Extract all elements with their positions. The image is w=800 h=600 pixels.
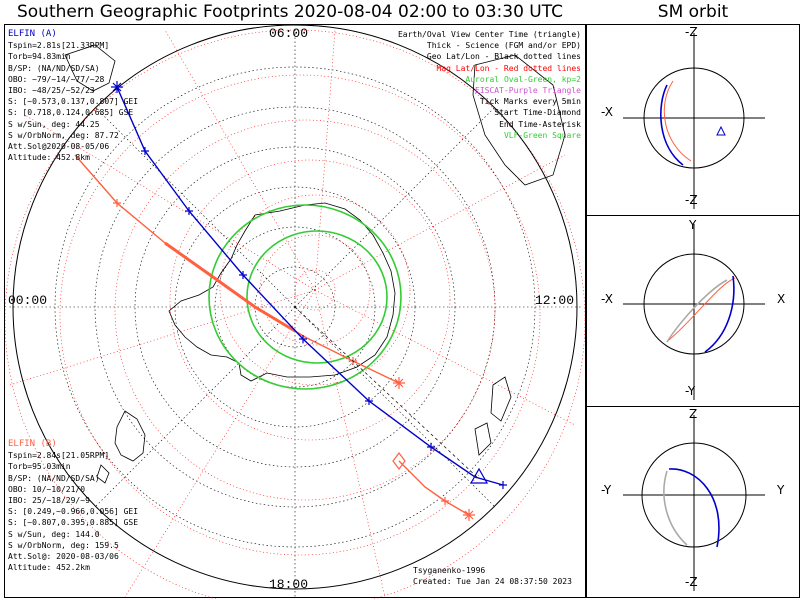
footprint-map-panel: 06:00 00:00 12:00 18:00 ELFIN (A) Tspin=…: [4, 24, 586, 599]
elfin-a-line: Altitude: 452.8km: [8, 153, 90, 163]
sm-orbit-panel-xy: Y -Y -X X: [586, 215, 800, 407]
elfin-a-line: Att.Sol@2020-08-05/06: [8, 142, 110, 152]
elfin-a-info: ELFIN (A) Tspin=2.81s[21.33RPM] Torb=94.…: [8, 29, 138, 163]
legend-item: Thick - Science (FGM and/or EPD): [426, 41, 581, 51]
credits: Tsyganenko-1996 Created: Tue Jan 24 08:3…: [413, 565, 572, 587]
axis-label-top: -Z: [685, 25, 698, 39]
page-title: Southern Geographic Footprints 2020-08-0…: [16, 2, 563, 22]
elfin-b-science: [164, 241, 296, 333]
sm-orbit-xz: [623, 33, 765, 209]
sm-orbit-panel-yz: Z -Z -Y Y: [586, 406, 800, 598]
elfin-a-end-asterisk: [111, 81, 123, 93]
axis-label-right: X: [777, 292, 786, 306]
sm-orbit-title: SM orbit: [657, 2, 729, 22]
elfin-a-line: S w/Sun, deg: 44.25: [8, 119, 100, 129]
elfin-a-line: S: [0.718,0.124,0.685] GSE: [8, 108, 134, 118]
elfin-b-line: Tspin=2.84s[21.05RPM]: [8, 451, 110, 461]
elfin-b-start-diamond: [392, 452, 406, 470]
elfin-b-line: Altitude: 452.2km: [8, 563, 90, 573]
axis-label-bottom: -Z: [685, 575, 698, 589]
legend: Earth/Oval View Center Time (triangle) T…: [398, 29, 581, 141]
elfin-b-track: [74, 154, 400, 384]
elfin-b-line: S: [0.249,~0.966,0.056] GEI: [8, 507, 139, 517]
new-zealand-coast: [474, 376, 512, 456]
axis-label-top: Z: [689, 407, 698, 421]
footprint-map: [5, 25, 586, 599]
view-center-line: [294, 306, 478, 478]
elfin-b-line: S w/Sun, deg: 144.0: [8, 529, 100, 539]
elfin-b-line: B/SP: (NA/ND/SD/SA): [8, 473, 100, 483]
sm-orbit-xy: [623, 224, 765, 400]
elfin-a-track: [116, 86, 504, 486]
legend-item: VLF-Green Square: [503, 130, 581, 140]
elfin-b-line: IBO: 25/~18/29/~9: [8, 496, 90, 506]
axis-label-bottom: -Z: [685, 193, 698, 207]
elfin-b-line: OBO: 10/~10/21/0: [8, 484, 86, 494]
clock-label-bottom: 18:00: [269, 577, 309, 592]
elfin-b-line: S w/OrbNorm, deg: 159.5: [8, 540, 119, 550]
elfin-a-line: Torb=94.83min: [8, 52, 71, 62]
axis-label-top: Y: [689, 218, 697, 232]
elfin-b-line: Att.Sol@: 2020-08-03/06: [8, 552, 119, 562]
legend-item: Start Time-Diamond: [494, 108, 581, 118]
antarctica-coast: [168, 202, 396, 382]
clock-label-top: 06:00: [269, 26, 309, 41]
elfin-b-line: Torb=95.03min: [8, 462, 71, 472]
elfin-a-line: Tspin=2.81s[21.33RPM]: [8, 41, 110, 51]
australia-coast: [472, 54, 566, 186]
elfin-a-center-triangle: [469, 467, 489, 484]
auroral-oval-inner: [246, 230, 388, 364]
africa-coast: [64, 44, 116, 92]
elfin-a-line: S: [~0.573,0.137,0.807] GEI: [8, 97, 139, 107]
elfin-b-line: S: [~0.807,0.395,0.885] GSE: [8, 518, 139, 528]
legend-item: Tick Marks every 5min: [479, 97, 581, 107]
south-america-coast: [96, 410, 146, 484]
elfin-a-ticks: [141, 147, 507, 489]
legend-item: EISCAT-Purple Triangle: [475, 86, 581, 96]
legend-item: End Time-Asterisk: [499, 119, 581, 129]
created-timestamp: Created: Tue Jan 24 08:37:50 2023: [413, 577, 572, 587]
elfin-a-line: OBO: ~79/~14/~77/~28: [8, 74, 105, 84]
elfin-b-info: ELFIN (B) Tspin=2.84s[21.05RPM] Torb=95.…: [8, 439, 138, 573]
elfin-b-track-2: [398, 460, 470, 516]
axis-label-bottom: -Y: [685, 384, 696, 398]
elfin-a-line: B/SP: (NA/ND/SD/SA): [8, 63, 100, 73]
legend-item: Auroral Oval-Green, kp=2: [465, 74, 581, 84]
legend-item: Geo Lat/Lon - Black dotted lines: [426, 52, 581, 62]
clock-label-left: 00:00: [8, 293, 48, 308]
model-credit: Tsyganenko-1996: [413, 566, 486, 575]
legend-item: Earth/Oval View Center Time (triangle): [397, 30, 581, 39]
elfin-b-ticks: [113, 199, 449, 505]
elfin-a-line: S w/OrbNorm, deg: 87.72: [8, 130, 119, 140]
earth-limb: [12, 25, 578, 590]
elfin-a-line: ELFIN (A): [8, 29, 57, 39]
mag-grid: [5, 29, 586, 599]
axis-label-left: -X: [601, 105, 613, 119]
axis-label-left: -Y: [601, 483, 612, 497]
sm-orbit-yz: [623, 415, 765, 591]
sm-orbit-panel-xz: -Z -Z -X: [586, 24, 800, 216]
legend-item: Mag Lat/Lon - Red dotted lines: [436, 63, 582, 73]
elfin-b-line: ELFIN (B): [8, 439, 57, 449]
auroral-oval-outer: [208, 204, 402, 390]
axis-label-left: -X: [601, 292, 613, 306]
clock-label-right: 12:00: [535, 293, 575, 308]
axis-label-right: Y: [777, 483, 785, 497]
elfin-a-line: IBO: ~48/25/~52/23: [8, 86, 95, 96]
elfin-b-end-asterisk: [393, 377, 475, 521]
